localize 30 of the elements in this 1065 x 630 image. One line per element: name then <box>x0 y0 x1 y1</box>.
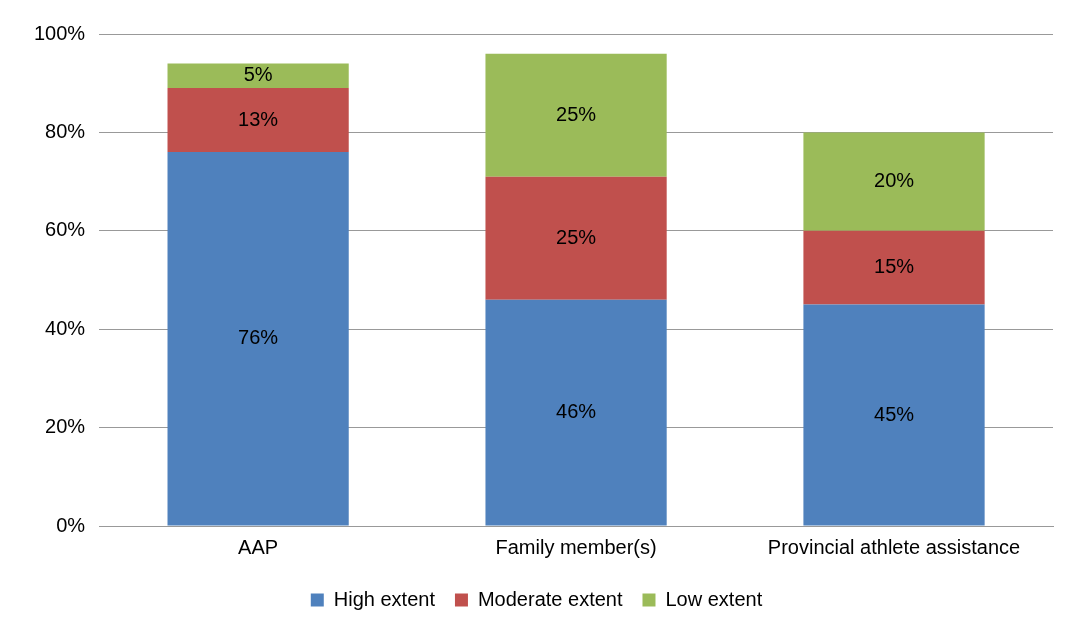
bar <box>167 152 349 526</box>
data-label: 13% <box>238 107 279 130</box>
x-tick-label: AAP <box>238 535 279 558</box>
data-label: 76% <box>238 326 279 349</box>
data-label: 20% <box>874 169 915 192</box>
data-label: 25% <box>556 225 597 248</box>
legend-label: High extent <box>333 587 436 610</box>
bar <box>803 304 985 526</box>
bar <box>485 53 667 177</box>
data-label: 15% <box>874 255 915 278</box>
bar <box>803 230 985 305</box>
bar <box>485 299 667 526</box>
legend-label: Low extent <box>665 587 763 610</box>
y-tick-label: 40% <box>45 316 86 339</box>
y-tick-label: 100% <box>34 21 86 44</box>
bar <box>167 63 349 89</box>
bar <box>485 176 667 300</box>
x-tick-label: Provincial athlete assistance <box>767 535 1021 558</box>
y-tick-label: 20% <box>45 415 86 438</box>
x-tick-label: Family member(s) <box>495 535 657 558</box>
data-label: 46% <box>556 400 597 423</box>
bar <box>803 132 985 231</box>
y-tick-label: 80% <box>45 119 86 142</box>
data-label: 25% <box>556 102 597 125</box>
data-label: 5% <box>243 63 273 86</box>
bar <box>167 88 349 153</box>
legend-label: Moderate extent <box>477 587 623 610</box>
y-tick-label: 60% <box>45 218 86 241</box>
y-tick-label: 0% <box>56 513 86 536</box>
data-label: 45% <box>874 402 915 425</box>
